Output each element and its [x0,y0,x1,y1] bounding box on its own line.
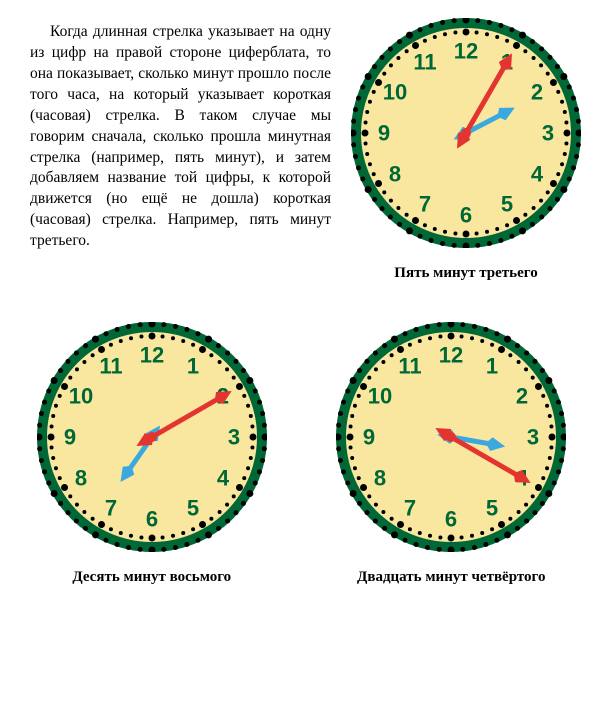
svg-text:9: 9 [363,425,375,450]
svg-text:3: 3 [542,121,554,146]
svg-text:3: 3 [228,425,240,450]
svg-text:6: 6 [445,507,457,532]
svg-text:8: 8 [75,466,87,491]
svg-text:6: 6 [146,507,158,532]
svg-text:2: 2 [531,80,543,105]
svg-text:9: 9 [378,121,390,146]
svg-text:9: 9 [64,425,76,450]
svg-text:8: 8 [389,162,401,187]
svg-text:12: 12 [454,39,478,64]
svg-text:5: 5 [501,192,513,217]
svg-text:4: 4 [217,466,230,491]
explanation-paragraph: Когда длинная стрелка указывает на одну … [30,18,331,282]
svg-text:10: 10 [68,384,92,409]
svg-text:11: 11 [399,353,422,378]
svg-text:12: 12 [439,343,463,368]
svg-text:4: 4 [531,162,544,187]
svg-text:7: 7 [404,496,416,521]
svg-text:3: 3 [527,425,539,450]
svg-text:12: 12 [140,343,164,368]
svg-text:5: 5 [486,496,498,521]
clock-caption: Десять минут восьмого [72,569,231,586]
clock-caption: Пять минут третьего [394,265,537,282]
svg-text:10: 10 [368,384,392,409]
svg-text:6: 6 [460,203,472,228]
clock-seven-ten: 123456789101112 [37,322,267,557]
svg-text:11: 11 [413,49,436,74]
svg-text:7: 7 [419,192,431,217]
svg-text:5: 5 [187,496,199,521]
clock-three-twenty: 123456789101112 [336,322,566,557]
svg-text:10: 10 [383,80,407,105]
svg-text:8: 8 [374,466,386,491]
svg-text:7: 7 [105,496,117,521]
svg-text:1: 1 [486,353,498,378]
svg-text:1: 1 [187,353,199,378]
svg-text:2: 2 [516,384,528,409]
svg-text:11: 11 [99,353,122,378]
clock-caption: Двадцать минут четвёртого [357,569,545,586]
clock-two-oh-five: 123456789101112 [351,18,581,253]
